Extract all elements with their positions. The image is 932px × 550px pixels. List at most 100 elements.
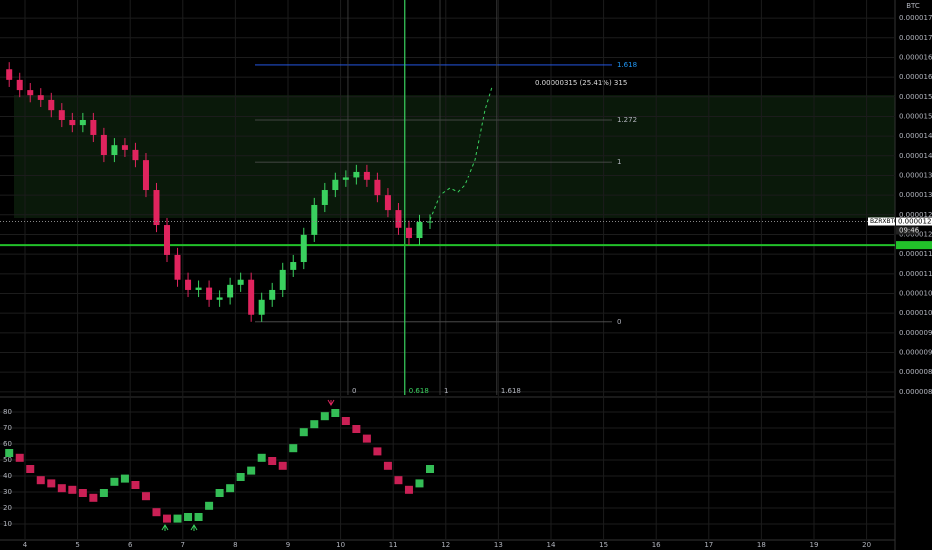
y-tick-label: 50 xyxy=(3,456,12,464)
x-tick-label: 12 xyxy=(441,541,450,549)
oscillator-bar xyxy=(215,489,224,497)
oscillator-bar xyxy=(68,485,77,494)
y-tick-label: 70 xyxy=(3,424,12,432)
candle-body xyxy=(279,269,286,290)
candle-body xyxy=(142,160,149,191)
y-tick-label: 0.00001250 xyxy=(899,211,932,219)
projection xyxy=(429,86,493,221)
oscillator-bar xyxy=(194,513,203,521)
x-tick-label: 20 xyxy=(862,541,871,549)
candle-body xyxy=(132,149,139,161)
candle-body xyxy=(153,190,160,226)
candle-body xyxy=(248,279,255,315)
candle-body xyxy=(353,171,360,178)
oscillator-bar xyxy=(299,428,308,437)
y-tick-label: 60 xyxy=(3,440,12,448)
buy-signal xyxy=(190,524,198,531)
candle-body xyxy=(37,95,44,100)
fib-time-label: 0.618 xyxy=(409,387,429,395)
fib-label: 1.272 xyxy=(617,116,637,124)
candle-body xyxy=(58,110,65,120)
candle-body xyxy=(269,289,276,300)
fib-time-label: 0 xyxy=(352,387,356,395)
oscillator-bar xyxy=(310,420,319,429)
candle-body xyxy=(79,119,86,126)
oscillator-bar xyxy=(57,484,66,493)
candle-body xyxy=(195,287,202,290)
y-tick-label: 0.00001700 xyxy=(899,34,932,42)
oscillator-bar xyxy=(47,479,56,488)
candle-body xyxy=(27,90,34,96)
oscillator-bar xyxy=(120,474,129,483)
oscillator-bar xyxy=(383,461,392,470)
x-tick-label: 13 xyxy=(494,541,503,549)
oscillator-bar xyxy=(110,477,119,486)
time-label: 09:46 xyxy=(899,226,920,234)
oscillator-bar xyxy=(184,513,193,521)
y-tick-label: 0.00001550 xyxy=(899,93,932,101)
candle-body xyxy=(384,195,391,211)
x-tick-label: 6 xyxy=(128,541,133,549)
oscillator-bar xyxy=(247,466,256,475)
price-box xyxy=(896,217,932,226)
y-tick-label: 40 xyxy=(3,472,12,480)
oscillator-bar xyxy=(236,473,245,481)
y-tick-label: 0.00001650 xyxy=(899,53,932,61)
y-tick-label: 0.00001750 xyxy=(899,14,932,22)
candle-body xyxy=(164,225,171,255)
x-tick-label: 4 xyxy=(23,541,28,549)
candle-body xyxy=(342,177,349,180)
y-tick-label: 80 xyxy=(3,408,12,416)
x-tick-label: 18 xyxy=(757,541,766,549)
buy-signal xyxy=(161,524,169,531)
candle-body xyxy=(290,262,297,270)
candle-body xyxy=(6,69,13,80)
measure-label: 0.00000315 (25.41%) 315 xyxy=(535,79,627,87)
candle-body xyxy=(237,279,244,285)
fib-label: 0 xyxy=(617,318,621,326)
x-tick-label: 7 xyxy=(181,541,185,549)
oscillator-bar xyxy=(163,514,172,523)
candle-body xyxy=(48,99,55,111)
currency-label: BTC xyxy=(906,2,920,10)
y-tick-label: 0.00000850 xyxy=(899,368,932,376)
x-tick-label: 8 xyxy=(233,541,237,549)
oscillator-bar xyxy=(99,489,108,497)
oscillator-bar xyxy=(320,412,329,421)
time-box xyxy=(896,226,918,235)
symbol-box xyxy=(868,217,895,226)
y-tick-label: 0.00001150 xyxy=(899,250,932,258)
oscillator-bar xyxy=(78,489,87,497)
y-tick-label: 0.00001350 xyxy=(899,171,932,179)
y-tick-label: 0.00001500 xyxy=(899,112,932,120)
oscillator-bar xyxy=(205,501,214,510)
oscillator-bar xyxy=(341,417,350,425)
candle-body xyxy=(206,287,213,300)
x-tick-label: 16 xyxy=(652,541,661,549)
y-tick-label: 0.00000800 xyxy=(899,388,932,396)
candle-body xyxy=(185,279,192,290)
candle-body xyxy=(111,145,118,156)
oscillator-bar xyxy=(352,425,361,433)
oscillator-bar xyxy=(89,493,98,502)
y-tick-label: 0.00001100 xyxy=(899,270,932,278)
candle-body xyxy=(100,134,107,156)
x-tick-label: 15 xyxy=(599,541,608,549)
candle-body xyxy=(227,284,234,298)
candle-body xyxy=(311,204,318,235)
sell-signal xyxy=(327,399,335,406)
oscillator-bar xyxy=(15,453,24,462)
support-tag xyxy=(896,241,932,250)
y-tick-label: 0.00000900 xyxy=(899,349,932,357)
fib-zone xyxy=(14,95,895,218)
y-tick-label: 0.00001050 xyxy=(899,289,932,297)
candle-body xyxy=(427,221,434,223)
y-tick-label: 0.00000950 xyxy=(899,329,932,337)
candle-body xyxy=(300,234,307,263)
candle-body xyxy=(69,119,76,126)
oscillator-bar xyxy=(331,409,340,417)
oscillator-bar xyxy=(404,485,413,494)
oscillator-bar xyxy=(26,465,35,473)
